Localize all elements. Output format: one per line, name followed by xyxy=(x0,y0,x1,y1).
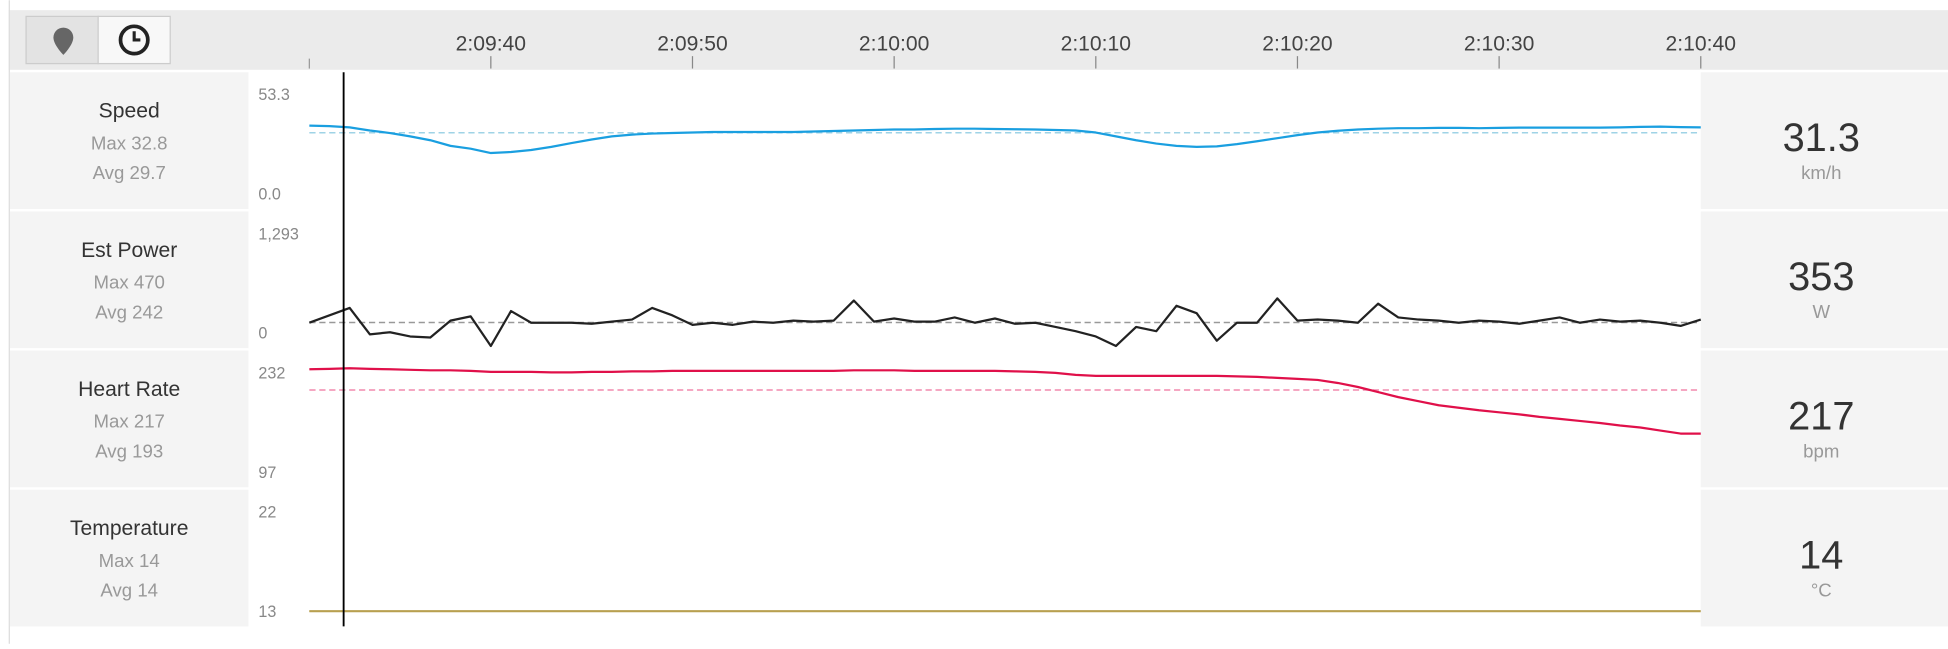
y-tick-label: 232 xyxy=(258,364,285,382)
x-tick-label: 2:09:50 xyxy=(657,33,727,56)
y-tick-label: 0.0 xyxy=(258,186,280,204)
y-tick-label: 53.3 xyxy=(258,86,289,104)
x-tick-label: 2:09:40 xyxy=(456,33,526,56)
plot-panel xyxy=(248,489,1701,627)
current-value: 217 xyxy=(1788,394,1854,438)
stat-label: Max xyxy=(91,132,127,153)
current-unit: W xyxy=(1812,301,1830,322)
stat-label: Avg xyxy=(95,301,127,322)
stat-label: Avg xyxy=(93,162,125,183)
time-button[interactable] xyxy=(97,15,171,65)
stat-label: Max xyxy=(93,271,129,292)
plot-panel xyxy=(248,72,1701,209)
button-bg[interactable] xyxy=(97,15,171,65)
stat-value: 29.7 xyxy=(130,162,166,183)
current-unit: °C xyxy=(1811,580,1832,601)
plot-panel xyxy=(248,211,1701,349)
clock-icon xyxy=(118,24,150,56)
y-tick-label: 0 xyxy=(258,325,267,343)
current-unit: km/h xyxy=(1801,162,1841,183)
metric-title: Est Power xyxy=(81,239,177,262)
x-tick-label: 2:10:40 xyxy=(1666,33,1736,56)
stat-label: Avg xyxy=(100,580,132,601)
stat-value: 32.8 xyxy=(131,132,167,153)
x-tick-label: 2:10:00 xyxy=(859,33,929,56)
y-tick-label: 13 xyxy=(258,603,276,621)
stat-label: Max xyxy=(93,411,129,432)
metric-title: Temperature xyxy=(70,517,189,540)
pin-icon xyxy=(53,27,74,55)
stat-max: Max 217 xyxy=(93,411,164,432)
left-border xyxy=(8,0,10,644)
series-line xyxy=(308,297,1702,348)
stat-value: 193 xyxy=(132,440,163,461)
value-panel xyxy=(1700,72,1948,209)
current-value: 353 xyxy=(1788,255,1854,299)
header-bar xyxy=(8,10,1948,70)
series-line xyxy=(309,367,1701,435)
metric-title: Speed xyxy=(99,100,160,123)
stat-value: 242 xyxy=(132,301,163,322)
label-panel xyxy=(9,211,249,349)
stat-avg: Avg 193 xyxy=(95,440,163,461)
plot-panel xyxy=(248,350,1701,488)
stat-label: Max xyxy=(99,550,135,571)
metric-title: Heart Rate xyxy=(78,378,180,401)
x-tick-label: 2:10:10 xyxy=(1061,33,1131,56)
clock-hands xyxy=(132,31,141,42)
current-value: 14 xyxy=(1799,534,1843,578)
stat-value: 217 xyxy=(134,411,165,432)
stat-avg: Avg 14 xyxy=(100,580,158,601)
stat-value: 470 xyxy=(134,271,165,292)
series-line xyxy=(309,124,1701,155)
label-panel xyxy=(9,489,249,627)
x-tick-label: 2:10:30 xyxy=(1464,33,1534,56)
y-tick-label: 1,293 xyxy=(258,225,298,243)
stat-value: 14 xyxy=(137,580,158,601)
value-panel xyxy=(1700,489,1948,627)
stat-label: Avg xyxy=(95,440,127,461)
y-tick-label: 22 xyxy=(258,504,276,522)
stat-max: Max 14 xyxy=(99,550,160,571)
map-button[interactable] xyxy=(25,15,99,65)
x-tick-label: 2:10:20 xyxy=(1262,33,1332,56)
value-panel xyxy=(1700,211,1948,349)
label-panel xyxy=(9,350,249,488)
label-panel xyxy=(9,72,249,209)
y-tick-label: 97 xyxy=(258,464,276,482)
stat-max: Max 32.8 xyxy=(91,132,168,153)
stat-avg: Avg 29.7 xyxy=(93,162,166,183)
stat-max: Max 470 xyxy=(93,271,164,292)
current-unit: bpm xyxy=(1803,440,1839,461)
stat-value: 14 xyxy=(139,550,160,571)
current-value: 31.3 xyxy=(1783,116,1860,160)
stat-avg: Avg 242 xyxy=(95,301,163,322)
value-panel xyxy=(1700,350,1948,488)
